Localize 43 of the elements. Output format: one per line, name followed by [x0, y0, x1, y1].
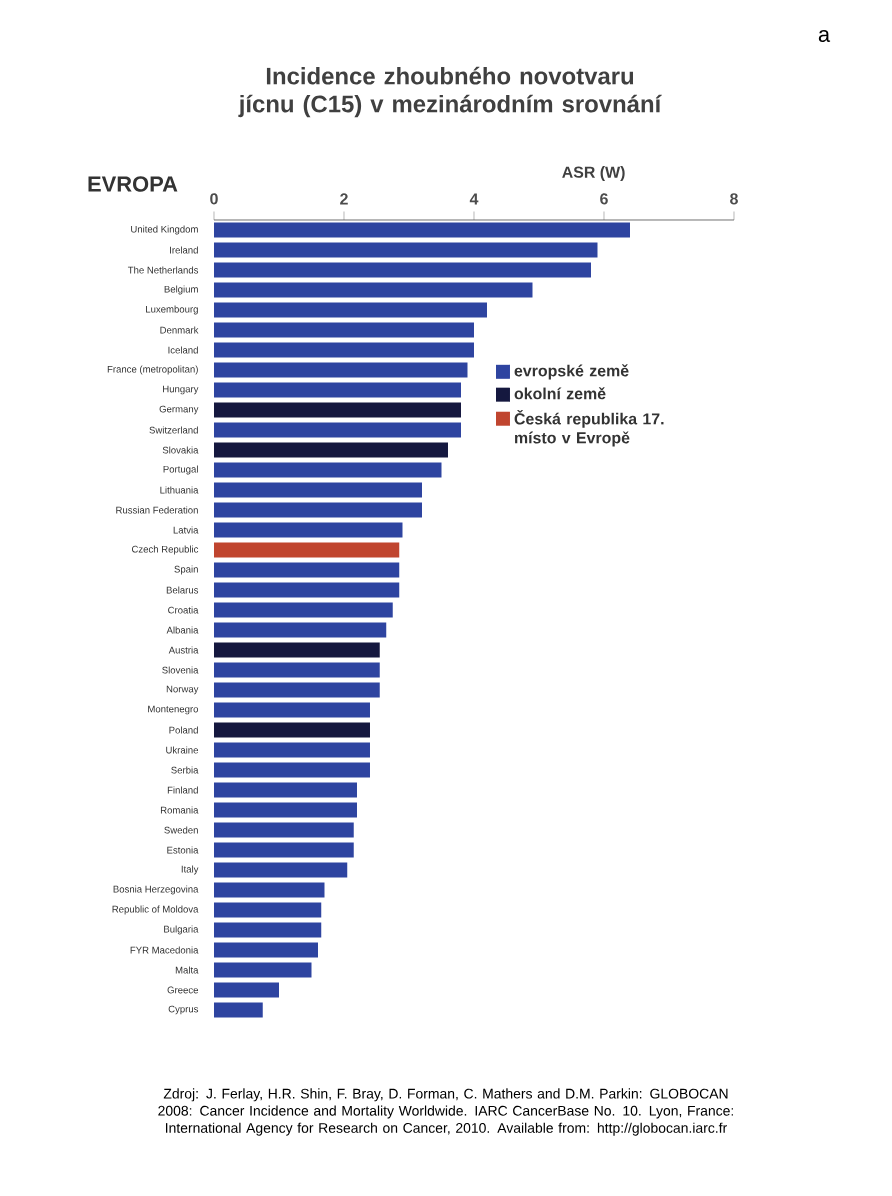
bar — [214, 542, 400, 558]
chart-title: Incidence zhoubného novotvaru jícnu (C15) v mezinárodním srovnání — [238, 66, 662, 118]
bar — [214, 382, 461, 398]
bar — [214, 222, 630, 238]
bar — [214, 882, 325, 898]
bar — [214, 642, 380, 658]
bar — [214, 782, 357, 798]
bar — [214, 342, 474, 358]
bar — [214, 862, 348, 878]
bar — [214, 522, 403, 538]
bar — [214, 422, 461, 438]
bar — [214, 282, 533, 298]
bar — [214, 802, 357, 818]
bar — [214, 682, 380, 698]
bar — [214, 262, 591, 278]
bar — [214, 942, 318, 958]
bar — [214, 462, 442, 478]
bar — [214, 322, 474, 338]
bar — [214, 922, 322, 938]
bar — [214, 482, 422, 498]
bar — [214, 822, 354, 838]
bar — [214, 902, 322, 918]
bar — [214, 602, 393, 618]
bar — [214, 242, 598, 258]
bar — [214, 982, 279, 998]
bar — [214, 362, 468, 378]
bar — [214, 582, 400, 598]
bar — [214, 442, 448, 458]
bar — [214, 662, 380, 678]
bar — [214, 562, 400, 578]
bar — [214, 702, 370, 718]
bar — [214, 622, 387, 638]
bar — [214, 842, 354, 858]
bar — [214, 762, 370, 778]
text: a — [818, 30, 831, 42]
bar — [214, 402, 461, 418]
bar — [214, 502, 422, 518]
bar — [214, 742, 370, 758]
bar — [214, 722, 370, 738]
bar — [214, 962, 312, 978]
bar — [214, 1002, 263, 1018]
chart-subtitle: EVROPA — [88, 176, 178, 192]
bar — [214, 302, 487, 318]
